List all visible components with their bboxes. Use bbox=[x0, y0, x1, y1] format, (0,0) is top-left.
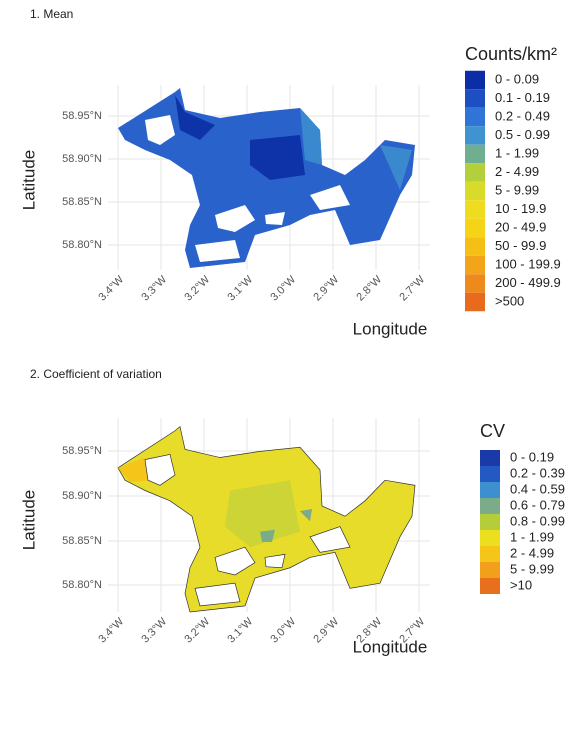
legend-label: 0 - 0.19 bbox=[510, 449, 554, 464]
x-tick-label: 2.9°W bbox=[311, 273, 341, 303]
legend-swatch bbox=[465, 292, 485, 312]
legend-title: CV bbox=[480, 421, 505, 441]
map-area bbox=[118, 88, 415, 268]
x-tick-label: 3.1°W bbox=[225, 273, 255, 303]
legend-swatch bbox=[480, 562, 500, 578]
x-axis-label: Longitude bbox=[353, 637, 428, 656]
legend-swatch bbox=[480, 514, 500, 530]
legend-title: Counts/km² bbox=[465, 44, 557, 64]
map-patch bbox=[260, 509, 312, 542]
legend-swatch bbox=[465, 237, 485, 256]
legend-swatch bbox=[480, 546, 500, 562]
x-tick-label: 3.3°W bbox=[139, 615, 169, 645]
legend-swatch bbox=[465, 70, 485, 90]
legend-label: 200 - 499.9 bbox=[495, 275, 561, 290]
x-tick-label: 3.4°W bbox=[96, 615, 126, 645]
x-tick-label: 3.0°W bbox=[268, 273, 298, 303]
map-panel bbox=[108, 85, 430, 270]
legend-label: 0 - 0.09 bbox=[495, 71, 539, 86]
map-patch bbox=[118, 457, 150, 483]
map-patch bbox=[300, 108, 412, 190]
y-tick-label: 58.90°N bbox=[62, 490, 102, 502]
legend-label: 0.4 - 0.59 bbox=[510, 481, 565, 496]
panel-title: 1. Mean bbox=[30, 7, 73, 21]
legend-label: 0.2 - 0.39 bbox=[510, 465, 565, 480]
legend-label: 50 - 99.9 bbox=[495, 238, 546, 253]
legend-label: 2 - 4.99 bbox=[495, 164, 539, 179]
legend-label: 5 - 9.99 bbox=[510, 561, 554, 576]
legend-label: 0.5 - 0.99 bbox=[495, 127, 550, 142]
legend-swatch bbox=[465, 218, 485, 238]
legend-swatch bbox=[465, 200, 485, 219]
x-tick-label: 3.1°W bbox=[225, 615, 255, 645]
map-patch bbox=[225, 480, 300, 548]
legend-label: 1 - 1.99 bbox=[510, 529, 554, 544]
x-tick-label: 2.9°W bbox=[311, 615, 341, 645]
legend-swatch bbox=[480, 530, 500, 546]
legend-swatch bbox=[465, 89, 485, 108]
legend-swatch bbox=[465, 126, 485, 145]
x-tick-label: 2.8°W bbox=[354, 273, 384, 303]
x-tick-label: 3.2°W bbox=[182, 615, 212, 645]
legend-label: 0.1 - 0.19 bbox=[495, 90, 550, 105]
legend-swatch bbox=[465, 255, 485, 275]
legend-swatch bbox=[480, 498, 500, 514]
legend-label: 0.6 - 0.79 bbox=[510, 497, 565, 512]
y-tick-label: 58.80°N bbox=[62, 579, 102, 591]
legend-swatch bbox=[480, 578, 500, 594]
legend-label: 1 - 1.99 bbox=[495, 145, 539, 160]
x-tick-label: 3.0°W bbox=[268, 615, 298, 645]
legend-label: 20 - 49.9 bbox=[495, 219, 546, 234]
legend-swatch bbox=[480, 466, 500, 482]
y-tick-label: 58.95°N bbox=[62, 110, 102, 122]
legend-swatch bbox=[465, 144, 485, 164]
y-tick-label: 58.95°N bbox=[62, 445, 102, 457]
y-tick-label: 58.85°N bbox=[62, 196, 102, 208]
x-axis-label: Longitude bbox=[353, 319, 428, 338]
y-axis-label: Latitude bbox=[19, 150, 38, 211]
legend-swatch bbox=[465, 107, 485, 127]
y-axis-label: Latitude bbox=[19, 490, 38, 551]
legend-label: 5 - 9.99 bbox=[495, 182, 539, 197]
panel-title: 2. Coefficient of variation bbox=[30, 367, 162, 381]
legend-label: >500 bbox=[495, 293, 524, 308]
legend-label: >10 bbox=[510, 577, 532, 592]
legend-label: 0.8 - 0.99 bbox=[510, 513, 565, 528]
legend-swatch bbox=[465, 274, 485, 293]
x-tick-label: 3.4°W bbox=[96, 273, 126, 303]
x-tick-label: 3.3°W bbox=[139, 273, 169, 303]
map-patch bbox=[175, 95, 305, 180]
legend-label: 100 - 199.9 bbox=[495, 256, 561, 271]
legend-label: 10 - 19.9 bbox=[495, 201, 546, 216]
legend-swatch bbox=[480, 482, 500, 498]
legend-swatch bbox=[465, 181, 485, 201]
legend-swatch bbox=[465, 163, 485, 182]
y-tick-label: 58.85°N bbox=[62, 535, 102, 547]
legend-swatch bbox=[480, 450, 500, 466]
x-tick-label: 3.2°W bbox=[182, 273, 212, 303]
map-panel bbox=[108, 418, 430, 613]
legend-label: 2 - 4.99 bbox=[510, 545, 554, 560]
y-tick-label: 58.90°N bbox=[62, 153, 102, 165]
y-tick-label: 58.80°N bbox=[62, 239, 102, 251]
x-tick-label: 2.7°W bbox=[397, 273, 427, 303]
legend-label: 0.2 - 0.49 bbox=[495, 108, 550, 123]
